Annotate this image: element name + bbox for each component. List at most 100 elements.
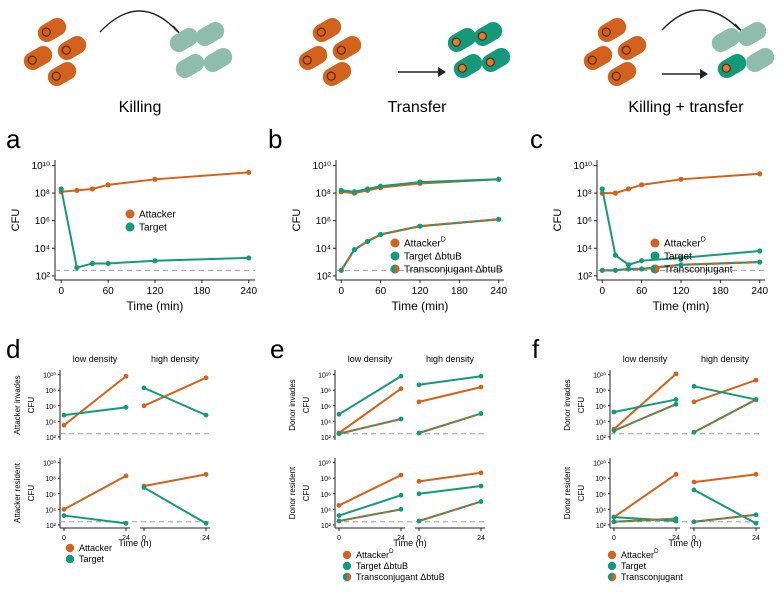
y-tick-label: 10⁶ (45, 492, 56, 499)
data-point (639, 266, 645, 272)
data-point (416, 518, 422, 524)
data-point (61, 506, 67, 512)
y-axis-label: CFU (577, 397, 586, 414)
y-tick-label: 10⁶ (577, 216, 592, 227)
y-tick-label: 10⁸ (320, 476, 331, 483)
panel-letter-d: d (6, 334, 20, 364)
data-point (398, 492, 404, 498)
legend-marker (390, 238, 400, 248)
data-point (478, 411, 484, 416)
data-point (478, 373, 484, 379)
legend-marker (65, 543, 75, 553)
chart-a: 10² 10⁴ 10⁶ 10⁸ 10¹⁰ 0 60 120 180 240 Time (min) CF… (10, 160, 258, 313)
bacterium-icon (711, 28, 741, 52)
data-point (625, 186, 632, 192)
legend-marker-half (347, 572, 352, 582)
legend-label: AttackerD (664, 237, 706, 250)
x-tick-label: 0 (58, 286, 64, 297)
x-tick-label: 24 (752, 535, 760, 542)
y-tick-label: 10¹⁰ (43, 372, 56, 380)
data-point (612, 252, 618, 258)
series-line (338, 418, 402, 435)
legend-label: Attacker (139, 210, 176, 221)
series-line (340, 218, 499, 271)
x-tick-label: 0 (612, 535, 616, 542)
data-point (141, 485, 147, 490)
x-tick-label: 24 (122, 535, 130, 542)
row-title: Donor resident (563, 466, 572, 519)
y-tick-label: 10⁸ (595, 388, 606, 395)
bacterium-icon (607, 62, 637, 86)
y-tick-label: 10⁸ (595, 476, 606, 483)
data-point (417, 223, 423, 229)
data-point (673, 397, 679, 402)
legend-label: Target (79, 554, 105, 564)
data-point (416, 430, 422, 436)
data-point (152, 258, 158, 264)
data-point (611, 514, 617, 520)
y-tick-label: 10² (46, 435, 57, 442)
data-point (141, 403, 147, 409)
illustration-label-killing: Killing (119, 99, 162, 116)
data-point (478, 470, 484, 476)
row-title: Donor invades (288, 379, 297, 431)
data-point (398, 416, 404, 422)
x-tick-label: 120 (147, 286, 164, 297)
data-point (61, 513, 67, 518)
data-point (691, 399, 697, 405)
x-axis-label: Time (h) (118, 538, 151, 548)
data-point (364, 186, 371, 192)
y-axis-label: CFU (302, 397, 311, 414)
y-tick-label: 10⁴ (35, 244, 50, 255)
y-tick-label: 10² (317, 271, 332, 282)
data-point (152, 176, 158, 182)
data-point (691, 479, 697, 485)
bacterium-icon (473, 22, 503, 46)
x-tick-label: 24 (202, 535, 210, 542)
y-tick-label: 10⁶ (595, 404, 606, 411)
data-point (336, 503, 342, 508)
arrow-head-icon (438, 67, 446, 77)
series-line (602, 172, 760, 195)
x-tick-label: 0 (142, 535, 146, 542)
data-point (336, 518, 342, 524)
data-point (678, 176, 684, 182)
legend-label: Attacker (79, 543, 112, 553)
data-point (753, 377, 759, 383)
data-point (753, 397, 759, 402)
data-point (203, 520, 209, 526)
bacterium-icon (37, 18, 67, 42)
x-tick-label: 120 (673, 286, 690, 297)
y-tick-label: 10⁴ (45, 419, 56, 426)
y-tick-label: 10⁶ (316, 216, 331, 227)
panel-letter-b: b (268, 124, 282, 154)
y-tick-label: 10⁸ (45, 388, 56, 395)
y-tick-label: 10⁶ (595, 492, 606, 499)
legend-marker (650, 251, 660, 261)
y-tick-label: 10² (321, 523, 332, 530)
chart-e: low density high density 10² 10⁴ 10⁶ 10⁸ 10¹⁰ C… (288, 354, 485, 582)
data-point (757, 171, 763, 177)
data-point (246, 255, 252, 261)
legend-marker (342, 550, 352, 560)
data-point (691, 487, 697, 493)
x-axis-label: Time (min) (392, 299, 449, 313)
data-point (417, 179, 423, 185)
series-line (143, 386, 207, 417)
series-line (338, 508, 402, 522)
y-tick-label: 10² (596, 435, 607, 442)
series-line (338, 474, 402, 507)
bacterium-icon (597, 18, 627, 42)
y-tick-label: 10¹⁰ (593, 372, 606, 380)
panel-letter-a: a (6, 124, 21, 154)
legend-label: Target (621, 561, 647, 571)
y-tick-label: 10¹⁰ (318, 460, 331, 468)
chart-f: low density high density 10² 10⁴ 10⁶ 10⁸ 10¹⁰ C… (563, 354, 760, 582)
y-tick-label: 10⁴ (595, 419, 606, 426)
legend-marker (650, 238, 660, 248)
data-point (351, 247, 357, 253)
data-point (691, 429, 697, 435)
legend-marker-half (395, 264, 400, 274)
bacterium-icon (57, 36, 87, 60)
row-title: Attacker invades (13, 375, 22, 434)
